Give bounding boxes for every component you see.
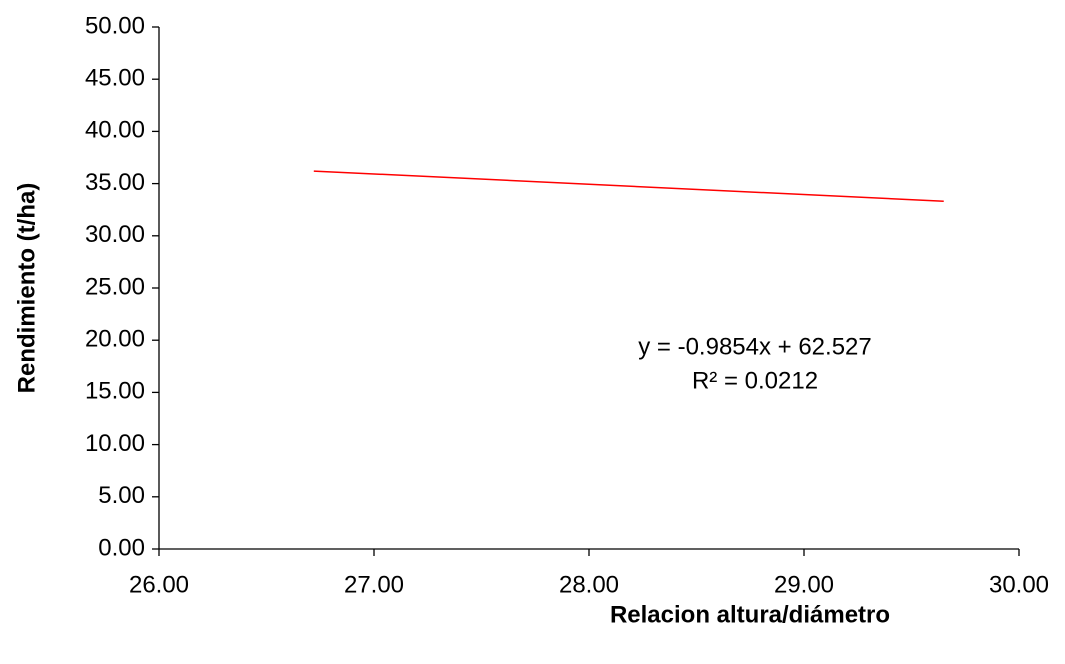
x-tick-label: 29.00 <box>774 571 834 598</box>
y-axis-title: Rendimiento (t/ha) <box>13 183 40 394</box>
x-tick-label: 27.00 <box>344 571 404 598</box>
y-tick-label: 35.00 <box>85 169 145 196</box>
equation: y = -0.9854x + 62.527 <box>638 333 872 360</box>
x-tick-label: 28.00 <box>559 571 619 598</box>
x-tick-label: 30.00 <box>989 571 1049 598</box>
y-tick-label: 5.00 <box>98 482 145 509</box>
x-axis-title: Relacion altura/diámetro <box>610 601 890 628</box>
y-tick-label: 15.00 <box>85 378 145 405</box>
y-tick-label: 25.00 <box>85 273 145 300</box>
y-tick-label: 10.00 <box>85 430 145 457</box>
x-tick-label: 26.00 <box>129 571 189 598</box>
y-tick-label: 40.00 <box>85 117 145 144</box>
y-tick-label: 20.00 <box>85 326 145 353</box>
r-squared: R² = 0.0212 <box>692 367 818 394</box>
y-tick-label: 45.00 <box>85 65 145 92</box>
y-tick-label: 30.00 <box>85 221 145 248</box>
y-tick-label: 50.00 <box>85 12 145 39</box>
trend-line <box>313 170 944 202</box>
y-tick-label: 0.00 <box>98 534 145 561</box>
